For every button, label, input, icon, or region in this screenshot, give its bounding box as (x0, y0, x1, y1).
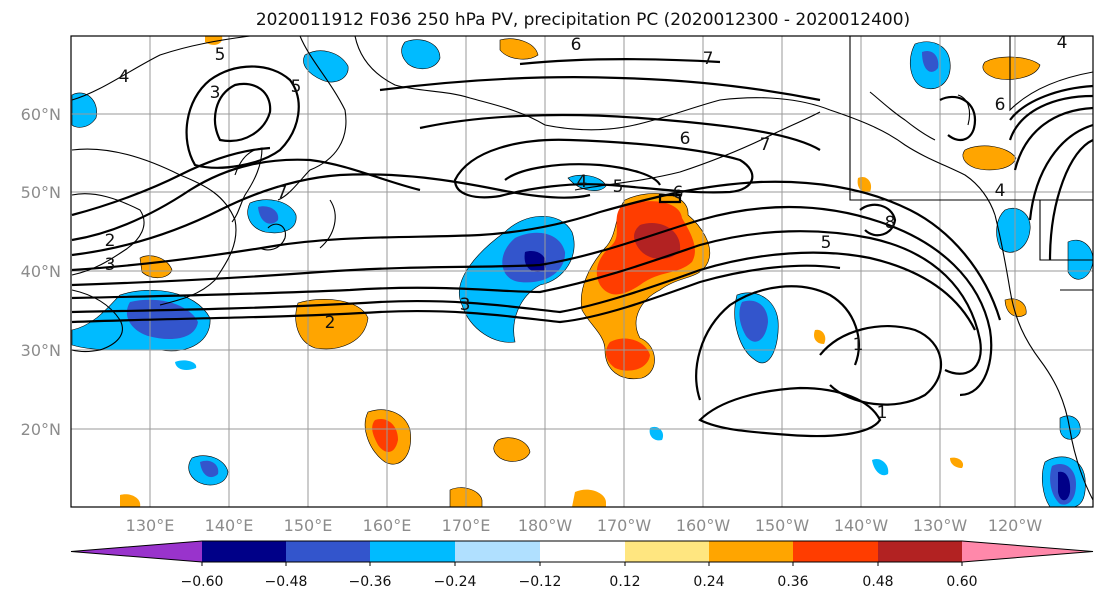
contour-label-3: 3 (105, 255, 116, 275)
colorbar-tick-label: −0.48 (265, 574, 308, 590)
contour-label-3: 3 (210, 83, 221, 103)
colorbar-segment (540, 541, 625, 562)
pv-contours (71, 58, 1093, 438)
contour-label-4: 4 (1057, 33, 1068, 53)
colorbar: −0.60 −0.48 −0.36 −0.24 −0.12 0.12 0.24 0.36 0.4… (70, 540, 1094, 590)
colorbar-segment (962, 541, 1093, 562)
latitude-label: 60°N (21, 105, 61, 124)
coastlines (71, 36, 1093, 501)
contour-label-1: 1 (853, 335, 864, 355)
contour-label-5: 5 (215, 45, 226, 65)
latitude-labels: 20°N 30°N 40°N 50°N 60°N (21, 105, 61, 439)
figure-title: 2020011912 F036 250 hPa PV, precipitatio… (256, 10, 910, 30)
latitude-label: 30°N (21, 341, 61, 360)
colorbar-tick-label: 0.60 (946, 574, 977, 590)
colorbar-segment (878, 541, 962, 562)
longitude-label: 150°W (755, 516, 810, 535)
colorbar-tick-label: −0.12 (519, 574, 562, 590)
latitude-label: 40°N (21, 262, 61, 281)
contour-label-4: 4 (119, 67, 130, 87)
contour-labels: 2 3 2 3 3 5 5 7 6 7 6 7 5 4 6 5 1 1 8 6 (105, 33, 1068, 423)
contour-label-7: 7 (760, 135, 771, 155)
colorbar-tick-label: 0.36 (777, 574, 808, 590)
longitude-label: 180°W (518, 516, 573, 535)
map-panel: 2 3 2 3 3 5 5 7 6 7 6 7 5 4 6 5 1 1 8 6 (70, 33, 1094, 508)
longitude-label: 120°W (988, 516, 1043, 535)
longitude-label: 160°E (363, 516, 412, 535)
contour-label-5: 5 (291, 77, 302, 97)
longitude-label: 130°W (913, 516, 968, 535)
contour-label-7: 7 (703, 49, 714, 69)
longitude-label: 150°E (284, 516, 333, 535)
longitude-label: 140°E (205, 516, 254, 535)
contour-label-5: 5 (821, 233, 832, 253)
contour-label-5: 5 (613, 177, 624, 197)
colorbar-tick-label: −0.60 (181, 574, 224, 590)
longitude-labels: 130°E 140°E 150°E 160°E 170°E 180°W 170°W 160°W… (126, 516, 1043, 535)
colorbar-segment (793, 541, 878, 562)
contour-label-7: 7 (277, 183, 288, 203)
colorbar-tick-label: −0.36 (349, 574, 392, 590)
contour-label-3: 3 (460, 295, 471, 315)
longitude-label: 160°W (676, 516, 731, 535)
colorbar-segment (71, 541, 202, 562)
colorbar-tick-label: −0.24 (434, 574, 477, 590)
graticule (71, 36, 1093, 507)
colorbar-segment (455, 541, 540, 562)
colorbar-tick-label: 0.12 (609, 574, 640, 590)
colorbar-segment (370, 541, 455, 562)
longitude-label: 170°W (597, 516, 652, 535)
colorbar-segment (286, 541, 370, 562)
contour-label-2: 2 (325, 313, 336, 333)
contour-label-2: 2 (105, 231, 116, 251)
longitude-label: 140°W (834, 516, 889, 535)
contour-label-8: 8 (885, 213, 896, 233)
latitude-label: 50°N (21, 183, 61, 202)
map-frame (70, 35, 1094, 508)
colorbar-tick-label: 0.48 (862, 574, 893, 590)
contour-label-6: 6 (571, 35, 582, 55)
colorbar-segment (625, 541, 709, 562)
longitude-label: 170°E (442, 516, 491, 535)
colorbar-tick-label: 0.24 (693, 574, 724, 590)
longitude-label: 130°E (126, 516, 175, 535)
contour-label-6: 6 (995, 95, 1006, 115)
contour-label-6: 6 (673, 183, 684, 203)
contour-label-4: 4 (577, 172, 588, 192)
latitude-label: 20°N (21, 420, 61, 439)
contour-label-1: 1 (877, 403, 888, 423)
contour-label-4: 4 (995, 181, 1006, 201)
contour-label-6: 6 (680, 129, 691, 149)
colorbar-segment (709, 541, 793, 562)
colorbar-segment (202, 541, 286, 562)
